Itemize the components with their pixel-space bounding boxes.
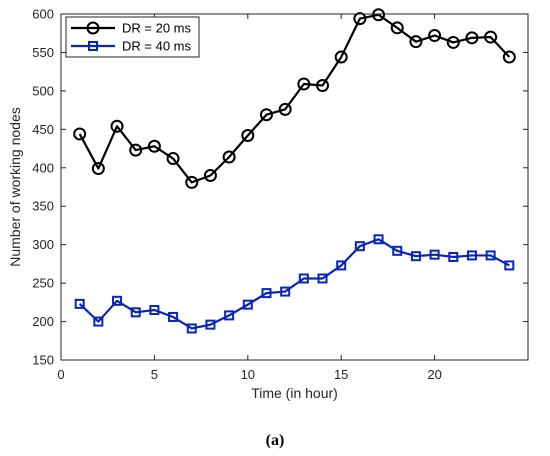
data-point-series-1: [502, 50, 516, 64]
data-point-series-2: [485, 250, 496, 261]
data-point-series-1: [297, 77, 311, 91]
data-point-series-1: [91, 162, 105, 176]
data-point-series-2: [336, 260, 347, 271]
y-tick-label: 350: [32, 199, 54, 214]
data-point-series-2: [392, 245, 403, 256]
data-point-series-1: [372, 8, 386, 22]
data-point-series-1: [353, 12, 367, 26]
data-point-series-2: [112, 295, 123, 306]
data-point-series-1: [147, 139, 161, 153]
y-axis-ticks: 150 200 250 300 350 400 450 500 550 600: [32, 7, 528, 368]
data-point-series-1: [278, 102, 292, 116]
legend-entry-1: DR = 20 ms: [71, 21, 191, 36]
x-axis-label: Time (in hour): [251, 385, 338, 401]
data-point-series-2: [168, 311, 179, 322]
y-tick-label: 500: [32, 83, 54, 98]
data-point-series-1: [185, 175, 199, 189]
x-tick-label: 0: [57, 367, 64, 382]
data-point-series-2: [504, 260, 515, 271]
y-tick-label: 400: [32, 160, 54, 175]
data-point-series-2: [74, 298, 85, 309]
data-point-series-1: [241, 128, 255, 142]
legend-marker-circle: [86, 21, 100, 35]
y-tick-label: 200: [32, 314, 54, 329]
data-point-series-2: [429, 249, 440, 260]
x-tick-label: 15: [334, 367, 348, 382]
data-point-series-1: [390, 21, 404, 35]
data-point-series-2: [298, 273, 309, 284]
data-point-series-1: [203, 168, 217, 182]
x-axis-ticks: 0 5 10 15 20: [57, 14, 442, 382]
figure-caption: (a): [266, 432, 285, 449]
y-tick-label: 450: [32, 122, 54, 137]
data-point-series-1: [334, 50, 348, 64]
plot-frame: [60, 13, 529, 361]
y-tick-label: 250: [32, 276, 54, 291]
data-point-series-2: [373, 234, 384, 245]
data-point-series-1: [259, 108, 273, 122]
data-point-series-2: [224, 310, 235, 321]
data-point-series-1: [409, 35, 423, 49]
y-tick-label: 300: [32, 237, 54, 252]
data-point-series-2: [261, 288, 272, 299]
data-point-series-2: [149, 305, 160, 316]
data-point-series-1: [129, 143, 143, 157]
x-tick-label: 10: [241, 367, 255, 382]
y-tick-label: 600: [32, 7, 54, 22]
data-point-series-1: [446, 35, 460, 49]
legend: DR = 20 ms DR = 40 ms: [65, 16, 200, 58]
y-tick-label: 550: [32, 45, 54, 60]
data-point-series-1: [465, 31, 479, 45]
data-point-series-2: [186, 323, 197, 334]
data-point-series-2: [280, 286, 291, 297]
series-layer: [73, 8, 516, 334]
data-point-series-2: [448, 251, 459, 262]
data-point-series-1: [73, 127, 87, 141]
data-point-series-2: [130, 307, 141, 318]
data-point-series-2: [242, 299, 253, 310]
legend-label-1: DR = 20 ms: [122, 21, 191, 36]
data-point-series-2: [410, 251, 421, 262]
data-point-series-1: [222, 150, 236, 164]
x-tick-label: 5: [151, 367, 158, 382]
data-point-series-1: [110, 119, 124, 133]
series-line-1: [78, 13, 511, 184]
data-point-series-1: [428, 29, 442, 43]
data-point-series-2: [354, 241, 365, 252]
y-axis-label: Number of working nodes: [7, 107, 23, 267]
data-point-series-2: [317, 273, 328, 284]
data-point-series-2: [205, 319, 216, 330]
data-point-series-1: [316, 79, 330, 93]
legend-marker-square: [88, 41, 98, 51]
data-point-series-1: [484, 30, 498, 44]
data-point-series-1: [166, 152, 180, 166]
x-tick-label: 20: [427, 367, 441, 382]
plot-background: [61, 14, 528, 360]
legend-entry-2: DR = 40 ms: [71, 39, 191, 54]
legend-label-2: DR = 40 ms: [122, 39, 191, 54]
data-point-series-2: [466, 250, 477, 261]
y-tick-label: 150: [32, 353, 54, 368]
data-point-series-2: [93, 316, 104, 327]
